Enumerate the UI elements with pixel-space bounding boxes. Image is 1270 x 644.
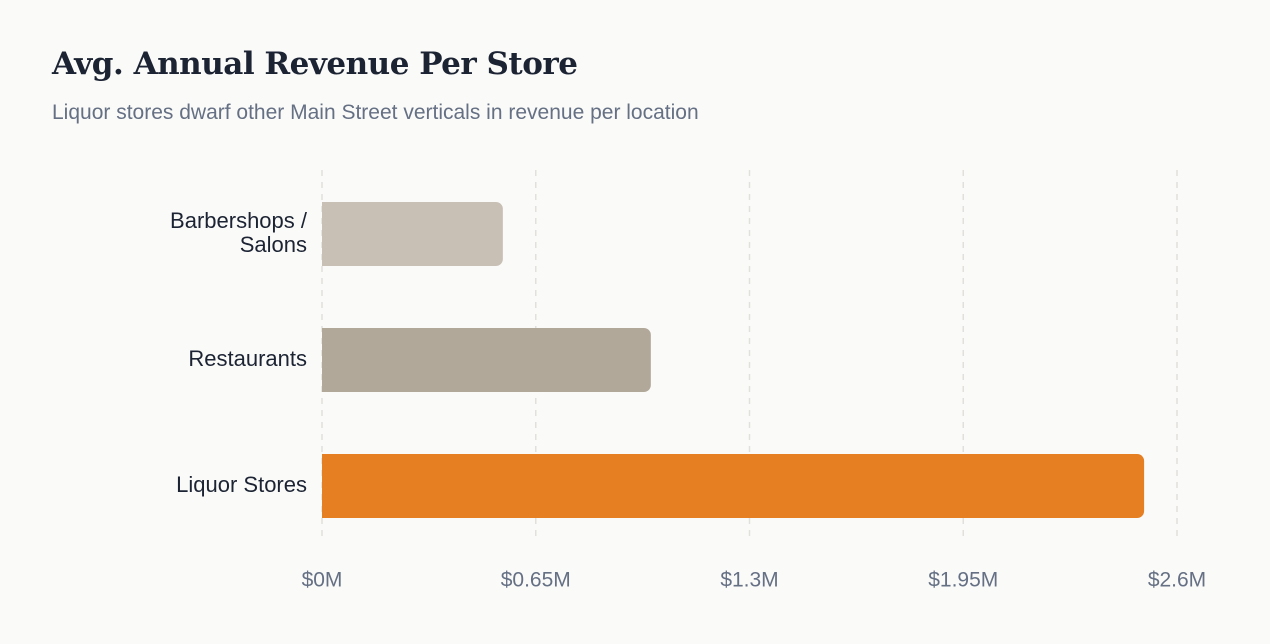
bars xyxy=(322,202,1145,518)
x-tick-label: $0M xyxy=(302,569,343,592)
category-label: Barbershops / Salons xyxy=(170,208,308,257)
x-tick-label: $0.65M xyxy=(501,569,571,592)
x-tick-label: $1.3M xyxy=(720,569,778,592)
bar xyxy=(322,202,503,266)
bar-left-edge xyxy=(322,202,330,266)
bar-left-edge xyxy=(322,454,330,518)
bar xyxy=(322,328,651,392)
category-label: Liquor Stores xyxy=(176,472,307,497)
bar-left-edge xyxy=(322,328,330,392)
x-tick-label: $2.6M xyxy=(1148,569,1206,592)
category-label: Restaurants xyxy=(188,346,307,371)
bar xyxy=(322,454,1145,518)
chart-subtitle: Liquor stores dwarf other Main Street ve… xyxy=(52,101,699,124)
category-labels: Barbershops / Salons Restaurants Liquor Sto… xyxy=(170,208,308,497)
x-axis-tick-labels: $0M $0.65M $1.3M $1.95M $2.6M xyxy=(302,569,1207,592)
chart-title: Avg. Annual Revenue Per Store xyxy=(52,46,578,82)
x-tick-label: $1.95M xyxy=(928,569,998,592)
